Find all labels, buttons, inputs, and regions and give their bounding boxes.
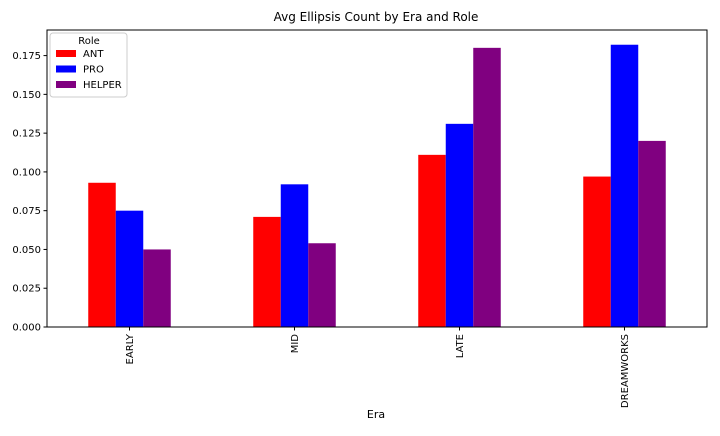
y-tick-label: 0.125 bbox=[12, 129, 41, 140]
legend-label-helper: HELPER bbox=[83, 80, 122, 91]
legend-swatch-ant bbox=[56, 50, 76, 57]
bar-helper-mid bbox=[308, 243, 336, 327]
y-tick-label: 0.000 bbox=[12, 323, 41, 334]
x-tick-label-early: EARLY bbox=[125, 333, 136, 364]
bar-helper-early bbox=[143, 249, 171, 327]
y-tick-label: 0.075 bbox=[12, 206, 41, 217]
x-tick-label-mid: MID bbox=[290, 334, 301, 354]
legend: Role ANT PRO HELPER bbox=[49, 32, 128, 98]
y-tick-label: 0.150 bbox=[12, 90, 41, 101]
legend-swatch-pro bbox=[56, 65, 76, 73]
y-axis: 0.000 0.025 0.050 0.075 0.100 0.125 0.150 0.175 bbox=[12, 51, 47, 334]
bar-pro-dreamworks bbox=[610, 44, 639, 327]
bar-helper-dreamworks bbox=[638, 140, 666, 327]
x-tick-label-late: LATE bbox=[455, 334, 466, 358]
y-tick-label: 0.025 bbox=[12, 284, 41, 295]
x-axis-label: Era bbox=[367, 408, 385, 421]
bar-ant-late bbox=[418, 154, 446, 327]
x-tick-label-dreamworks: DREAMWORKS bbox=[620, 334, 631, 408]
legend-label-pro: PRO bbox=[83, 65, 104, 76]
bar-pro-late bbox=[445, 123, 474, 327]
legend-items: ANT PRO HELPER bbox=[56, 49, 122, 91]
chart-title: Avg Ellipsis Count by Era and Role bbox=[274, 10, 479, 24]
y-tick-label: 0.100 bbox=[12, 167, 41, 178]
bar-ant-early bbox=[88, 182, 116, 327]
bar-pro-mid bbox=[280, 184, 309, 327]
legend-label-ant: ANT bbox=[83, 49, 104, 60]
bar-pro-early bbox=[115, 210, 144, 327]
bar-helper-late bbox=[473, 47, 501, 328]
y-tick-label: 0.175 bbox=[12, 51, 41, 62]
y-tick-label: 0.050 bbox=[12, 245, 41, 256]
bars-layer bbox=[88, 44, 666, 328]
legend-swatch-helper bbox=[56, 81, 76, 88]
plot-frame bbox=[46, 29, 708, 328]
x-axis: EARLY MID LATE DREAMWORKS bbox=[125, 327, 631, 408]
bar-ant-dreamworks bbox=[583, 176, 611, 327]
bar-ant-mid bbox=[253, 216, 281, 327]
legend-title: Role bbox=[78, 36, 100, 47]
